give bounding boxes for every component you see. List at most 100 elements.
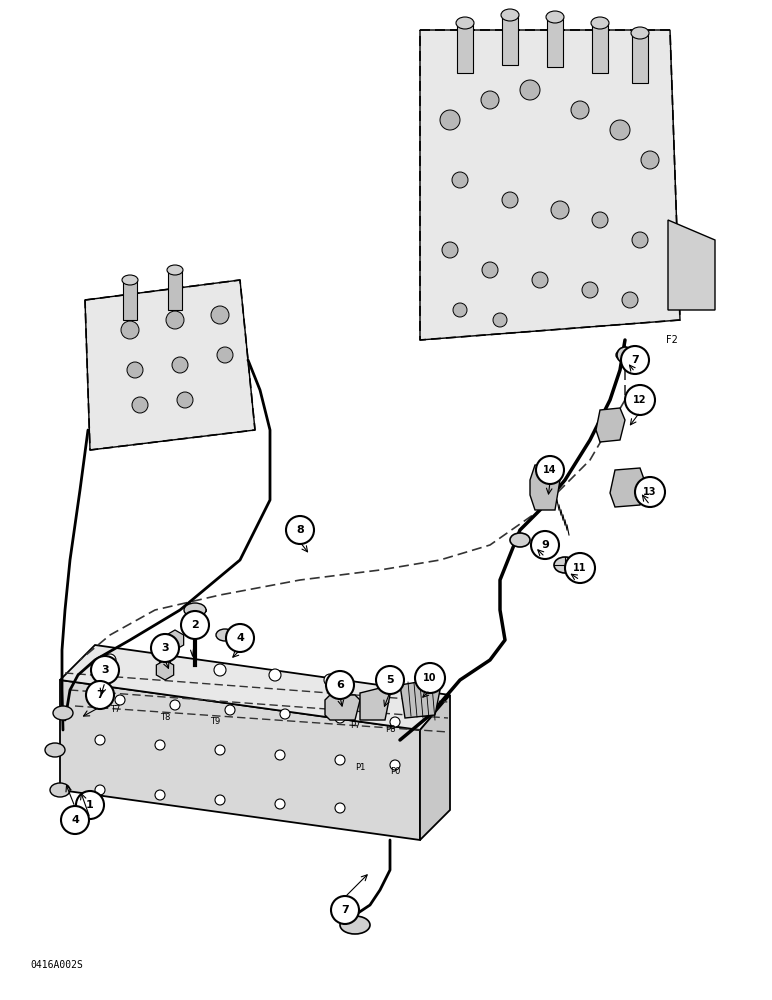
Circle shape bbox=[95, 785, 105, 795]
Ellipse shape bbox=[501, 9, 519, 21]
Text: P7: P7 bbox=[350, 722, 361, 730]
Circle shape bbox=[592, 212, 608, 228]
Text: 14: 14 bbox=[543, 465, 557, 475]
Polygon shape bbox=[596, 408, 625, 442]
Ellipse shape bbox=[122, 275, 138, 285]
Circle shape bbox=[610, 120, 630, 140]
Circle shape bbox=[269, 669, 281, 681]
Ellipse shape bbox=[50, 783, 70, 797]
Polygon shape bbox=[632, 33, 648, 83]
Polygon shape bbox=[668, 220, 715, 310]
Ellipse shape bbox=[53, 706, 73, 720]
Circle shape bbox=[225, 705, 235, 715]
Circle shape bbox=[390, 717, 400, 727]
Circle shape bbox=[621, 346, 649, 374]
Circle shape bbox=[215, 795, 225, 805]
Circle shape bbox=[335, 713, 345, 723]
Text: T9: T9 bbox=[210, 718, 220, 726]
Ellipse shape bbox=[184, 603, 206, 617]
Text: 3: 3 bbox=[101, 665, 109, 675]
Circle shape bbox=[95, 735, 105, 745]
Ellipse shape bbox=[591, 17, 609, 29]
Circle shape bbox=[335, 803, 345, 813]
Polygon shape bbox=[420, 30, 680, 340]
Text: 4: 4 bbox=[236, 633, 244, 643]
Text: T7: T7 bbox=[110, 706, 120, 714]
Text: 7: 7 bbox=[341, 905, 349, 915]
Text: 5: 5 bbox=[386, 675, 394, 685]
Circle shape bbox=[326, 671, 354, 699]
Polygon shape bbox=[457, 23, 473, 73]
Ellipse shape bbox=[456, 17, 474, 29]
Circle shape bbox=[551, 201, 569, 219]
Polygon shape bbox=[530, 465, 560, 510]
Text: T8: T8 bbox=[160, 714, 170, 722]
Polygon shape bbox=[360, 688, 390, 720]
Polygon shape bbox=[325, 695, 360, 720]
Circle shape bbox=[121, 321, 139, 339]
Text: P1: P1 bbox=[355, 764, 365, 772]
Circle shape bbox=[625, 385, 655, 415]
Circle shape bbox=[440, 110, 460, 130]
Circle shape bbox=[335, 755, 345, 765]
Circle shape bbox=[226, 624, 254, 652]
Circle shape bbox=[155, 740, 165, 750]
Circle shape bbox=[215, 745, 225, 755]
Text: 13: 13 bbox=[643, 487, 657, 497]
Circle shape bbox=[217, 347, 233, 363]
Circle shape bbox=[280, 709, 290, 719]
Circle shape bbox=[132, 397, 148, 413]
Text: 9: 9 bbox=[541, 540, 549, 550]
Polygon shape bbox=[123, 280, 137, 320]
Circle shape bbox=[453, 303, 467, 317]
Text: F2: F2 bbox=[666, 335, 678, 345]
Circle shape bbox=[115, 695, 125, 705]
Circle shape bbox=[331, 896, 359, 924]
Circle shape bbox=[565, 553, 595, 583]
Text: 8: 8 bbox=[296, 525, 304, 535]
Polygon shape bbox=[60, 680, 420, 840]
Polygon shape bbox=[420, 695, 450, 840]
Polygon shape bbox=[60, 645, 450, 730]
Text: 11: 11 bbox=[574, 563, 587, 573]
Circle shape bbox=[214, 664, 226, 676]
Text: 3: 3 bbox=[161, 643, 169, 653]
Circle shape bbox=[617, 347, 633, 363]
Circle shape bbox=[531, 531, 559, 559]
Circle shape bbox=[582, 282, 598, 298]
Circle shape bbox=[155, 790, 165, 800]
Ellipse shape bbox=[546, 11, 564, 23]
Circle shape bbox=[536, 456, 564, 484]
Circle shape bbox=[76, 791, 104, 819]
Text: T0: T0 bbox=[100, 664, 110, 672]
Circle shape bbox=[127, 362, 143, 378]
Circle shape bbox=[181, 611, 209, 639]
Circle shape bbox=[502, 192, 518, 208]
Ellipse shape bbox=[631, 27, 649, 39]
Text: 1: 1 bbox=[86, 800, 94, 810]
Circle shape bbox=[159, 659, 171, 671]
Circle shape bbox=[622, 292, 638, 308]
Polygon shape bbox=[85, 280, 255, 450]
Circle shape bbox=[177, 392, 193, 408]
Circle shape bbox=[520, 80, 540, 100]
Text: T2: T2 bbox=[160, 670, 170, 680]
Ellipse shape bbox=[554, 557, 576, 573]
Ellipse shape bbox=[340, 916, 370, 934]
Ellipse shape bbox=[45, 743, 65, 757]
Ellipse shape bbox=[216, 629, 234, 641]
Circle shape bbox=[170, 700, 180, 710]
Polygon shape bbox=[400, 680, 440, 718]
Polygon shape bbox=[592, 23, 608, 73]
Circle shape bbox=[632, 232, 648, 248]
Circle shape bbox=[452, 172, 468, 188]
Text: 10: 10 bbox=[423, 673, 437, 683]
Text: P0: P0 bbox=[390, 768, 400, 776]
Polygon shape bbox=[502, 15, 518, 65]
Circle shape bbox=[442, 242, 458, 258]
Text: 6: 6 bbox=[336, 680, 344, 690]
Circle shape bbox=[166, 311, 184, 329]
Circle shape bbox=[571, 101, 589, 119]
Text: 12: 12 bbox=[633, 395, 647, 405]
Text: 7: 7 bbox=[96, 690, 104, 700]
